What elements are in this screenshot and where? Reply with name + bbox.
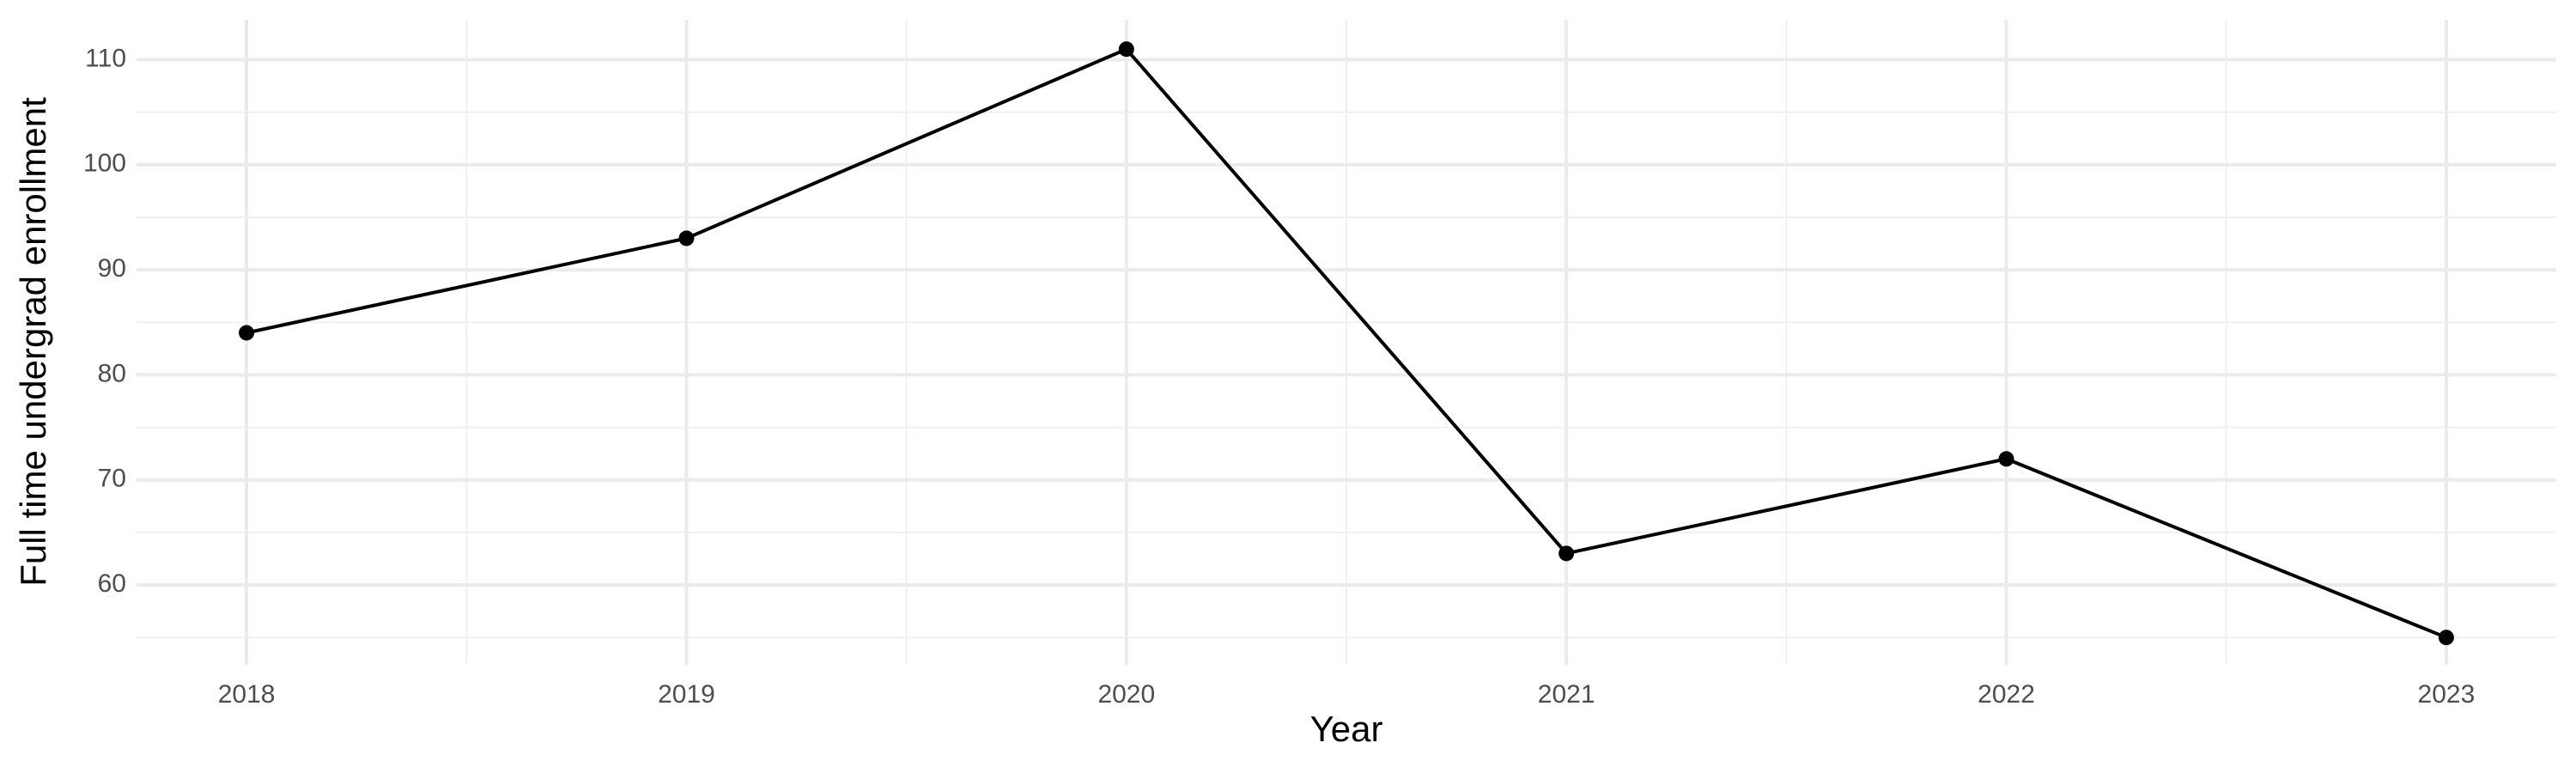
- line: [246, 46, 2447, 640]
- point: [1998, 451, 2014, 467]
- x-tick-label: 2022: [1978, 680, 2035, 709]
- point: [2438, 630, 2454, 646]
- y-tick-label: 70: [98, 465, 126, 493]
- x-tick-label: 2018: [218, 680, 276, 709]
- point: [1558, 545, 1575, 562]
- y-tick-label: 90: [98, 254, 126, 283]
- y-tick-label: 110: [85, 44, 126, 72]
- x-tick-label: 2023: [2418, 680, 2476, 709]
- y-axis-title: Full time undergrad enrollment: [13, 97, 53, 587]
- point: [1118, 41, 1134, 58]
- y-tick-label: 60: [98, 569, 126, 598]
- x-tick-label: 2019: [658, 680, 715, 709]
- x-tick-label: 2020: [1097, 680, 1155, 709]
- point: [678, 230, 695, 247]
- y-tick-label: 80: [98, 359, 126, 387]
- x-axis-title: Year: [1310, 709, 1383, 749]
- x-tick-label: 2021: [1538, 680, 1595, 709]
- y-tick-label: 100: [83, 149, 126, 178]
- point: [239, 325, 255, 341]
